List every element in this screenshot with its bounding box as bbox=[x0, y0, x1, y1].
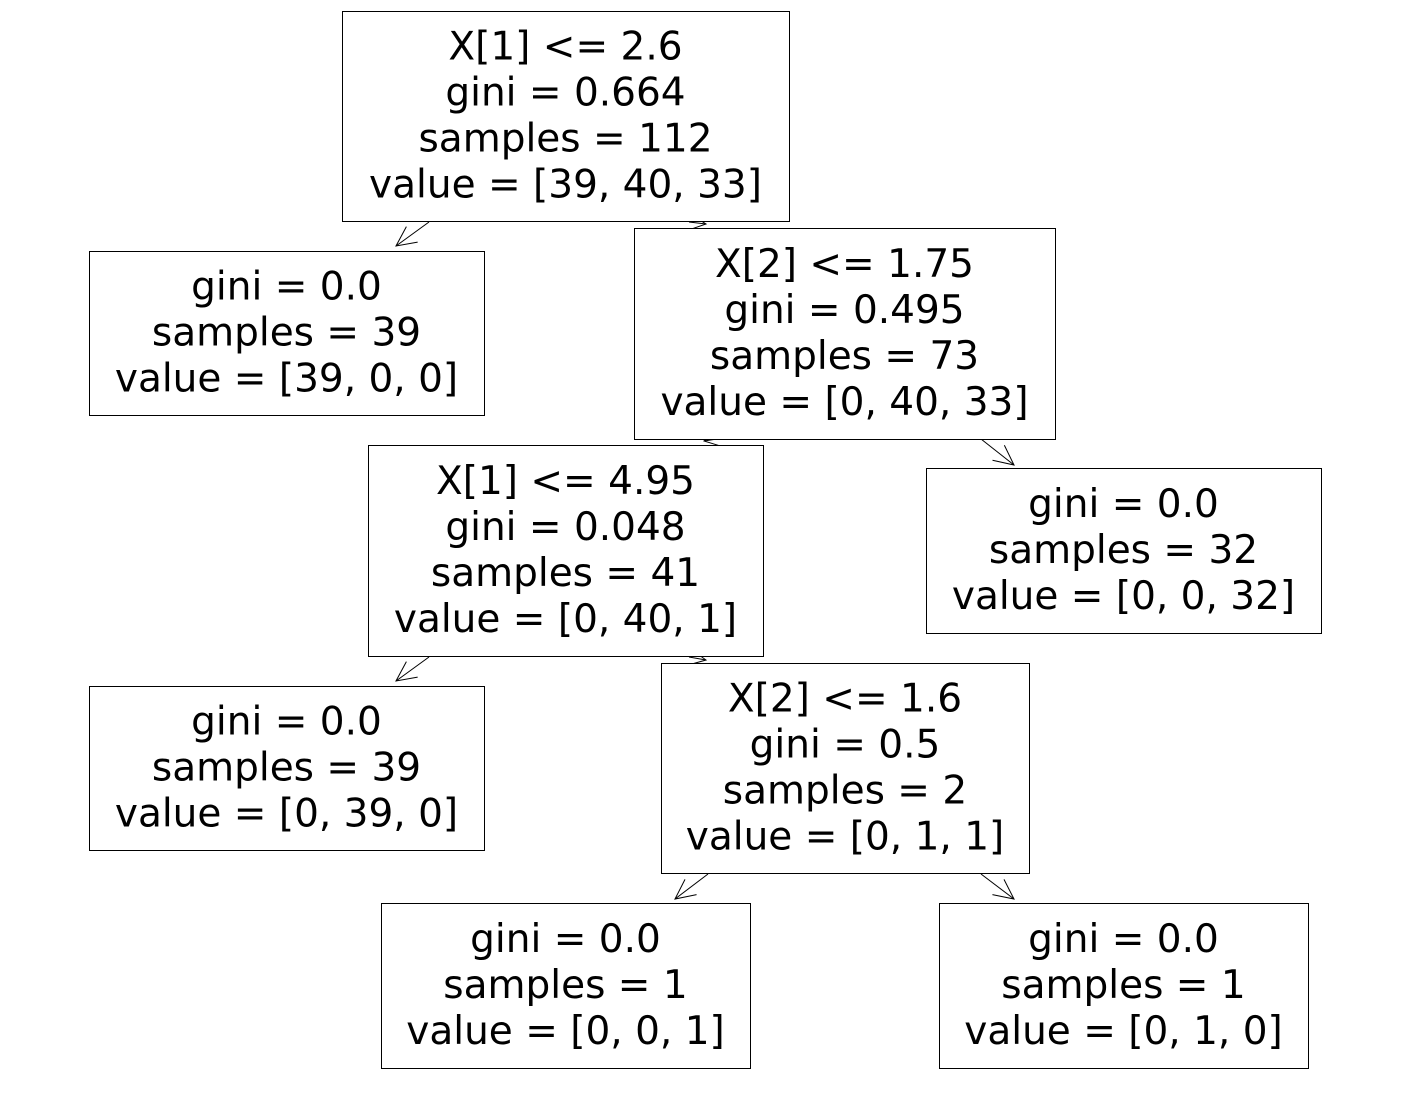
node-text: X[2] <= 1.75 bbox=[715, 242, 974, 287]
arrow-head bbox=[674, 879, 697, 900]
node-text: gini = 0.0 bbox=[191, 700, 382, 745]
node-text: gini = 0.0 bbox=[1028, 482, 1219, 527]
arrow-head bbox=[395, 661, 418, 682]
node-text: gini = 0.048 bbox=[445, 505, 685, 550]
node-text: gini = 0.0 bbox=[1028, 917, 1219, 962]
node-text: value = [0, 39, 0] bbox=[115, 792, 458, 837]
node-text: X[1] <= 2.6 bbox=[448, 25, 682, 70]
node-box bbox=[634, 228, 1056, 440]
node-text: samples = 2 bbox=[723, 769, 967, 814]
node-text: samples = 41 bbox=[431, 551, 700, 596]
node-text: samples = 39 bbox=[152, 311, 421, 356]
node-text: value = [0, 40, 1] bbox=[394, 597, 737, 642]
node-box bbox=[381, 903, 751, 1069]
node-text: gini = 0.5 bbox=[750, 723, 941, 768]
node-text: value = [0, 0, 1] bbox=[406, 1009, 724, 1054]
arrow-head bbox=[992, 445, 1015, 466]
edge-line bbox=[980, 438, 1015, 466]
arrow-head bbox=[395, 226, 418, 247]
node-box bbox=[939, 903, 1309, 1069]
edge-line bbox=[688, 221, 707, 225]
node-box bbox=[926, 468, 1322, 634]
node-text: value = [0, 1, 0] bbox=[964, 1009, 1282, 1054]
node-box bbox=[368, 445, 764, 657]
edge-line bbox=[395, 656, 430, 682]
node-text: value = [0, 1, 1] bbox=[686, 815, 1004, 860]
node-text: samples = 1 bbox=[1001, 963, 1245, 1008]
node-box bbox=[342, 11, 790, 222]
arrow-head bbox=[992, 879, 1015, 900]
edge-line bbox=[395, 221, 430, 247]
node-text: samples = 1 bbox=[443, 963, 687, 1008]
node-text: X[1] <= 4.95 bbox=[436, 459, 695, 504]
node-text: gini = 0.664 bbox=[445, 71, 685, 116]
node-text: samples = 39 bbox=[152, 746, 421, 791]
edge-line bbox=[674, 873, 709, 900]
node-text: value = [0, 0, 32] bbox=[952, 574, 1295, 619]
node-box bbox=[89, 251, 485, 416]
node-text: value = [0, 40, 33] bbox=[660, 380, 1028, 425]
node-text: samples = 73 bbox=[710, 334, 979, 379]
node-text: value = [39, 40, 33] bbox=[369, 163, 762, 208]
node-text: gini = 0.495 bbox=[724, 288, 964, 333]
edge-line bbox=[980, 873, 1015, 900]
node-box bbox=[661, 663, 1030, 874]
node-text: gini = 0.0 bbox=[191, 265, 382, 310]
node-text: samples = 32 bbox=[989, 528, 1258, 573]
edge-line bbox=[688, 656, 707, 661]
node-text: gini = 0.0 bbox=[470, 917, 661, 962]
node-text: samples = 112 bbox=[418, 117, 712, 162]
node-text: X[2] <= 1.6 bbox=[728, 677, 962, 722]
node-box bbox=[89, 686, 485, 851]
node-text: value = [39, 0, 0] bbox=[115, 357, 458, 402]
